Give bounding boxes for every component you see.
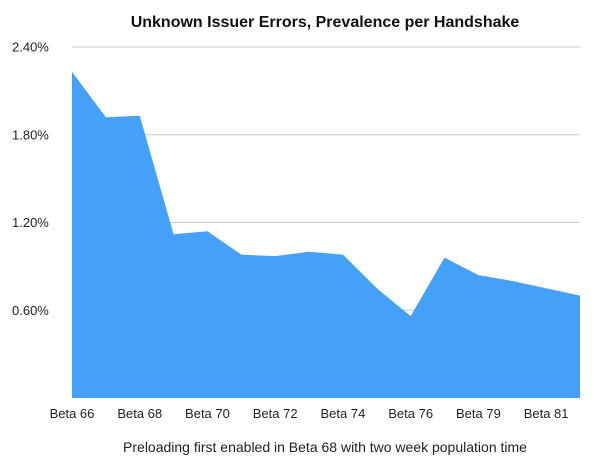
plot-area [70, 70, 582, 399]
data-point [138, 114, 142, 118]
x-tick-label: Beta 74 [321, 406, 366, 421]
data-point [104, 115, 108, 119]
y-tick-label: 1.80% [12, 127, 49, 142]
data-point [544, 286, 548, 290]
x-axis-ticks: Beta 66 Beta 68 Beta 70 Beta 72 Beta 74 Beta … [50, 406, 569, 421]
data-point [70, 70, 74, 74]
y-tick-label: 2.40% [12, 40, 49, 55]
data-point [409, 314, 413, 318]
data-point [578, 294, 582, 298]
x-tick-label: Beta 72 [253, 406, 298, 421]
data-point [375, 286, 379, 290]
data-point [443, 256, 447, 260]
x-tick-label: Beta 66 [50, 406, 95, 421]
x-tick-label: Beta 68 [117, 406, 162, 421]
data-point [307, 250, 311, 254]
y-axis-ticks: 2.40% 1.80% 1.20% 0.60% [12, 40, 49, 318]
data-point [172, 232, 176, 236]
chart-title: Unknown Issuer Errors, Prevalence per Ha… [131, 14, 520, 31]
y-tick-label: 0.60% [12, 303, 49, 318]
data-point [239, 253, 243, 257]
y-tick-label: 1.20% [12, 215, 49, 230]
x-tick-label: Beta 76 [388, 406, 433, 421]
data-point [476, 273, 480, 277]
data-point [510, 279, 514, 283]
x-tick-label: Beta 81 [524, 406, 569, 421]
x-tick-label: Beta 70 [185, 406, 230, 421]
data-point [341, 253, 345, 257]
area-series [72, 71, 580, 399]
x-axis-label: Preloading first enabled in Beta 68 with… [123, 439, 527, 455]
data-point [205, 229, 209, 233]
x-tick-label: Beta 79 [456, 406, 501, 421]
data-point [273, 254, 277, 258]
